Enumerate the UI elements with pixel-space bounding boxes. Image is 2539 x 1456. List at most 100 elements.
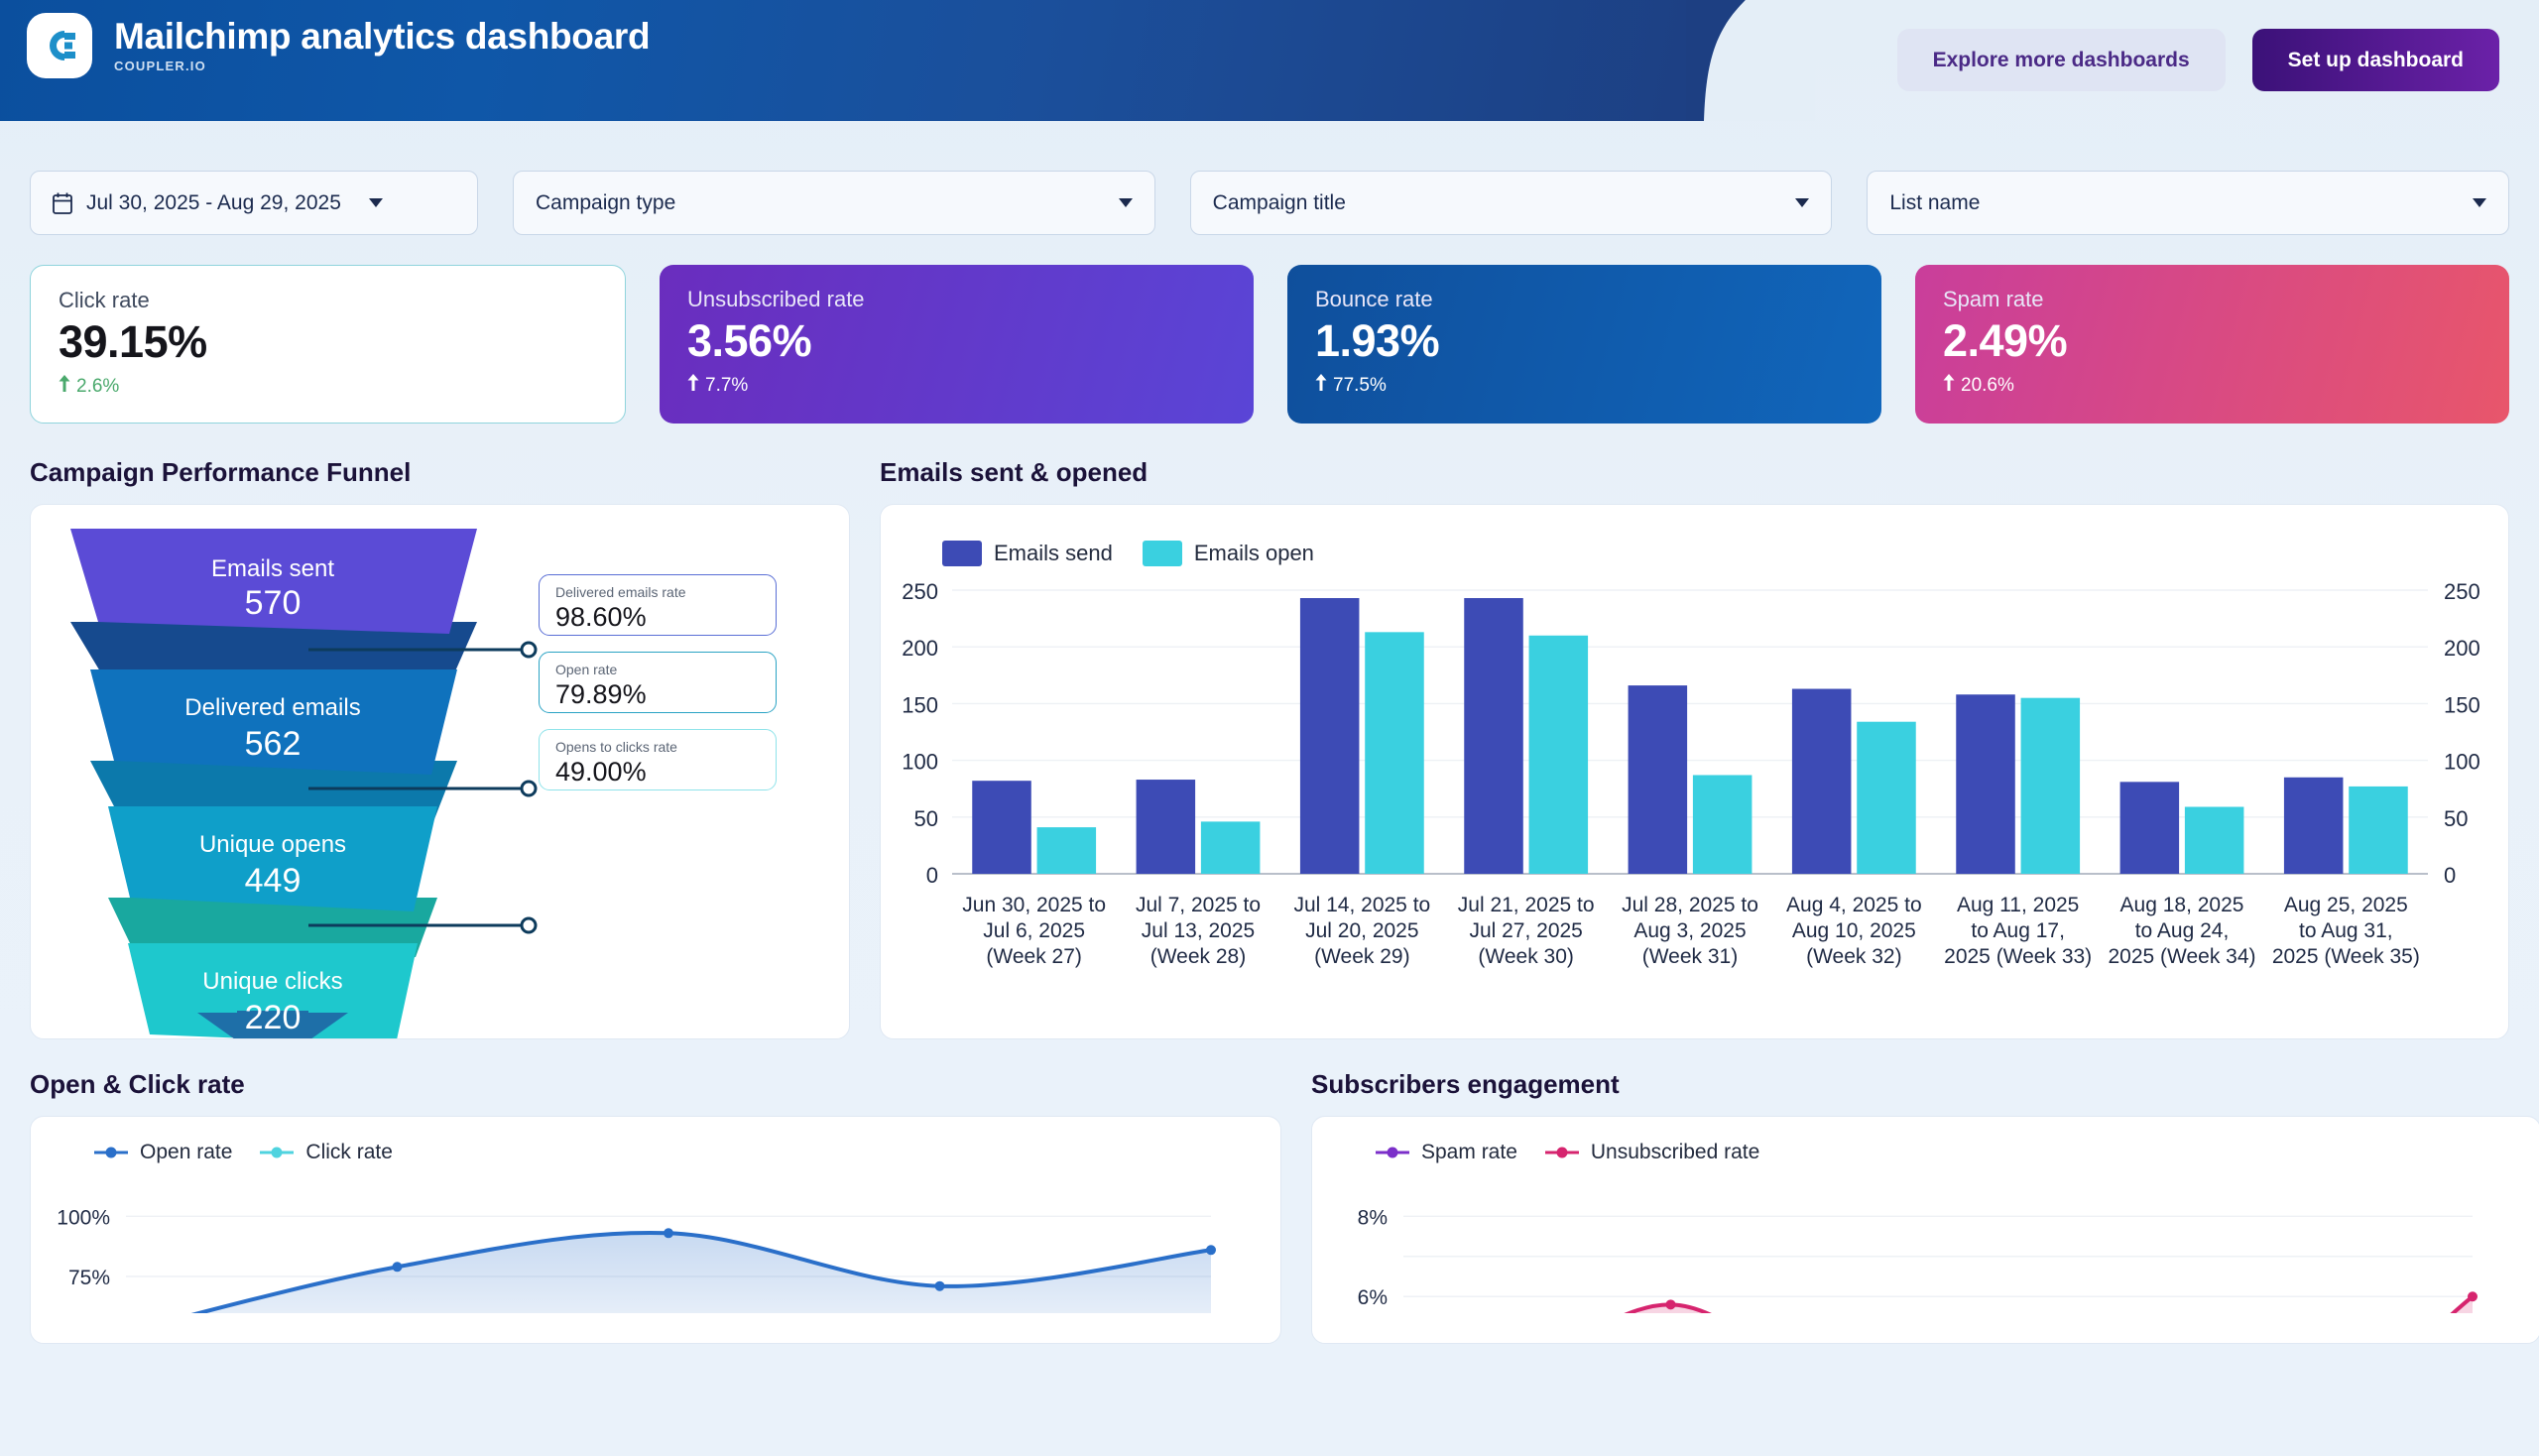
legend-label: Click rate <box>305 1141 393 1163</box>
explore-more-dashboards-button[interactable]: Explore more dashboards <box>1896 29 2226 91</box>
legend-item-click-rate[interactable]: Click rate <box>260 1141 393 1164</box>
x-axis-label: Aug 4, 2025 to Aug 10, 2025 (Week 32) <box>1786 894 1922 968</box>
brand-subtitle: COUPLER.IO <box>114 59 206 74</box>
bar-emails-open[interactable] <box>1857 721 1916 874</box>
kpi-value: 3.56% <box>687 315 812 366</box>
x-axis-label: Aug 11, 2025 to Aug 17, 2025 (Week 33) <box>1944 894 2092 968</box>
callout-label: Delivered emails rate <box>555 584 686 600</box>
legend-swatch-icon <box>1142 541 1182 566</box>
bar-emails-send[interactable] <box>1628 685 1688 874</box>
x-axis-label: Aug 18, 2025 to Aug 24, 2025 (Week 34) <box>2108 894 2255 968</box>
kpi-card-bounce-rate[interactable]: Bounce rate 1.93% 77.5% <box>1287 265 1881 424</box>
campaign-title-filter[interactable]: Campaign title <box>1189 171 1833 235</box>
arrow-up-icon <box>1315 374 1327 397</box>
funnel-stage-value: 449 <box>245 862 302 900</box>
data-point[interactable] <box>1206 1245 1216 1256</box>
kpi-delta-value: 2.6% <box>76 375 120 397</box>
bar-emails-send[interactable] <box>2119 782 2180 874</box>
legend-item-emails-send[interactable]: Emails send <box>942 541 1113 566</box>
data-point[interactable] <box>934 1280 945 1291</box>
chevron-down-icon[interactable] <box>2473 198 2487 207</box>
kpi-label: Click rate <box>59 288 150 312</box>
y-axis-tick-right: 0 <box>2444 863 2456 888</box>
funnel-section: Campaign Performance Funnel <box>30 457 850 1039</box>
data-point[interactable] <box>392 1262 403 1273</box>
app-header: Mailchimp analytics dashboard COUPLER.IO… <box>0 0 2539 121</box>
funnel-chart[interactable]: Emails sent 570 Delivered emails 562 Uni… <box>31 505 850 1039</box>
bar-emails-send[interactable] <box>1791 688 1852 874</box>
funnel-stage-label: Emails sent <box>211 555 334 582</box>
line-marker-icon <box>94 1146 128 1159</box>
legend-item-unsubscribed-rate[interactable]: Unsubscribed rate <box>1544 1141 1760 1164</box>
bar-emails-send[interactable] <box>972 781 1031 874</box>
kpi-delta: 77.5% <box>1315 374 1854 397</box>
funnel-stage-value: 570 <box>245 584 302 622</box>
arrow-up-icon <box>1943 374 1955 397</box>
main-charts-row: Campaign Performance Funnel <box>0 424 2539 1039</box>
legend-item-open-rate[interactable]: Open rate <box>94 1141 232 1164</box>
data-point[interactable] <box>664 1228 673 1239</box>
kpi-card-spam-rate[interactable]: Spam rate 2.49% 20.6% <box>1915 265 2509 424</box>
x-axis-label: Jun 30, 2025 to Jul 6, 2025 (Week 27) <box>962 894 1106 968</box>
bar-emails-open[interactable] <box>1528 635 1589 874</box>
funnel-stage-value: 562 <box>245 725 302 763</box>
campaign-type-filter[interactable]: Campaign type <box>513 171 1155 235</box>
bar-emails-open[interactable] <box>2184 806 2244 874</box>
kpi-card-click-rate[interactable]: Click rate 39.15% 2.6% <box>30 265 626 424</box>
y-axis-tick-right: 100 <box>2444 750 2480 775</box>
open-click-section: Open & Click rate Open rate Click rate 1… <box>30 1069 1281 1344</box>
y-axis-tick: 250 <box>902 579 938 604</box>
kpi-label: Bounce rate <box>1315 287 1433 311</box>
chevron-down-icon[interactable] <box>1795 198 1810 207</box>
kpi-value: 1.93% <box>1315 315 1440 366</box>
date-range-filter[interactable]: Jul 30, 2025 - Aug 29, 2025 <box>30 171 478 235</box>
bar-emails-open[interactable] <box>1365 632 1424 874</box>
bar-chart-legend: Emails send Emails open <box>942 541 2508 566</box>
bar-emails-send[interactable] <box>2283 777 2344 874</box>
callout-open-rate: Open rate 79.89% <box>539 652 777 713</box>
kpi-label: Spam rate <box>1943 287 2044 311</box>
list-name-filter[interactable]: List name <box>1867 171 2510 235</box>
date-range-value: Jul 30, 2025 - Aug 29, 2025 <box>86 190 341 214</box>
legend-item-emails-open[interactable]: Emails open <box>1142 541 1314 566</box>
kpi-delta-value: 20.6% <box>1961 374 2014 396</box>
filter-bar: Jul 30, 2025 - Aug 29, 2025 Campaign typ… <box>0 121 2539 235</box>
callout-opens-to-clicks-rate: Opens to clicks rate 49.00% <box>539 729 777 790</box>
kpi-value: 2.49% <box>1943 315 2068 366</box>
y-axis-tick: 0 <box>926 863 938 888</box>
open-click-legend: Open rate Click rate <box>94 1141 1280 1164</box>
header-curve-decoration <box>1686 0 1815 121</box>
subscribers-plot[interactable]: 8% 6% <box>1312 1164 2539 1343</box>
bar-emails-send[interactable] <box>1299 598 1360 874</box>
kpi-row: Click rate 39.15% 2.6% Unsubscribed rate… <box>0 235 2539 424</box>
callout-value: 79.89% <box>555 678 647 709</box>
legend-label: Open rate <box>140 1141 233 1163</box>
line-marker-icon <box>1376 1146 1409 1159</box>
bar-emails-open[interactable] <box>2349 786 2408 874</box>
y-axis-tick: 150 <box>902 692 938 717</box>
bar-emails-open[interactable] <box>1036 827 1097 874</box>
unsubscribed-rate-line[interactable] <box>1403 1294 2475 1343</box>
data-point[interactable] <box>2468 1291 2478 1302</box>
kpi-delta-value: 77.5% <box>1333 374 1387 396</box>
bar-emails-send[interactable] <box>1956 694 2015 874</box>
chevron-down-icon[interactable] <box>1118 198 1133 207</box>
x-axis-label: Jul 14, 2025 to Jul 20, 2025 (Week 29) <box>1293 894 1430 968</box>
bar-emails-send[interactable] <box>1136 780 1196 874</box>
bar-chart-plot[interactable]: 0 0 50 50 100 100 150 150 200 200 250 250 Jun 30, 20… <box>881 576 2508 1018</box>
bar-emails-open[interactable] <box>1692 775 1753 874</box>
legend-item-spam-rate[interactable]: Spam rate <box>1376 1141 1517 1164</box>
legend-swatch-icon <box>942 541 982 566</box>
bar-emails-send[interactable] <box>1464 598 1523 874</box>
y-axis-tick: 8% <box>1358 1206 1388 1229</box>
open-click-plot[interactable]: 100% 75% <box>31 1164 1281 1343</box>
y-axis-tick-right: 250 <box>2444 579 2480 604</box>
bar-emails-open[interactable] <box>1200 821 1261 874</box>
data-point[interactable] <box>1665 1299 1676 1310</box>
legend-label: Unsubscribed rate <box>1590 1141 1760 1163</box>
kpi-card-unsubscribed-rate[interactable]: Unsubscribed rate 3.56% 7.7% <box>660 265 1254 424</box>
chevron-down-icon[interactable] <box>368 198 383 207</box>
funnel-stage-label: Unique clicks <box>202 968 342 995</box>
bar-emails-open[interactable] <box>2020 697 2081 874</box>
set-up-dashboard-button[interactable]: Set up dashboard <box>2251 29 2499 91</box>
